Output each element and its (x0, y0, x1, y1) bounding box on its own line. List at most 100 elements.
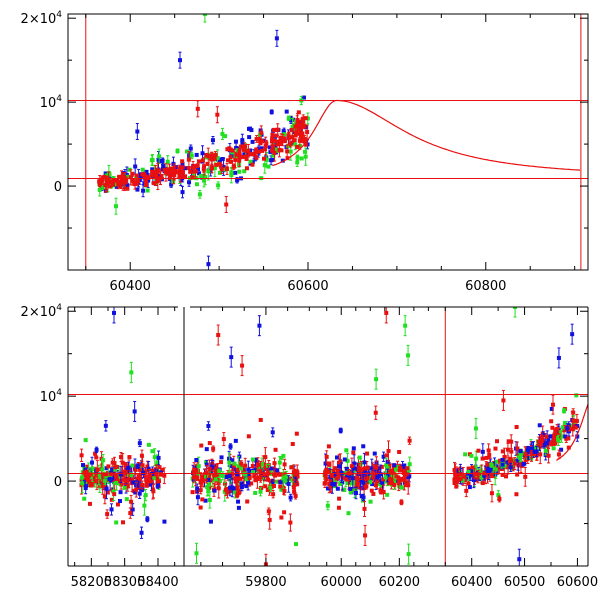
data-point (146, 442, 151, 447)
data-point (570, 332, 575, 337)
data-point (302, 137, 307, 142)
data-point (173, 169, 178, 174)
data-point (232, 490, 237, 495)
data-point (278, 484, 283, 489)
data-point (403, 480, 408, 485)
data-point (462, 474, 467, 479)
data-point (518, 449, 523, 454)
data-point (143, 469, 148, 474)
data-point (156, 481, 160, 486)
data-point (502, 463, 507, 468)
data-point (514, 492, 519, 497)
data-point (200, 474, 205, 479)
data-point (120, 177, 125, 182)
data-point (250, 464, 255, 469)
data-point (205, 161, 210, 166)
x-tick-label: 60500 (504, 575, 545, 590)
data-point (546, 437, 551, 442)
data-point (100, 184, 105, 189)
data-point (485, 472, 490, 477)
data-point (90, 460, 95, 465)
data-point (88, 472, 93, 477)
data-point (304, 125, 309, 130)
x-tick-label: 59800 (245, 575, 286, 590)
data-point (194, 551, 199, 556)
data-point (495, 439, 500, 444)
data-point (332, 482, 337, 487)
data-point (327, 462, 332, 467)
data-point (237, 489, 242, 494)
data-point (209, 464, 214, 469)
data-point (165, 159, 170, 164)
data-point (377, 479, 382, 484)
data-point (101, 458, 106, 463)
data-point (176, 170, 181, 175)
data-point (295, 144, 300, 149)
data-point (496, 493, 501, 498)
data-point (294, 130, 299, 135)
data-point (87, 480, 92, 485)
data-point (229, 463, 234, 468)
data-point (542, 443, 547, 448)
data-point (466, 481, 471, 486)
data-point (112, 492, 117, 497)
data-point (300, 131, 305, 136)
data-point (371, 475, 376, 480)
data-point (243, 463, 248, 468)
data-point (358, 461, 363, 466)
data-point (235, 472, 240, 477)
data-point (213, 477, 218, 482)
data-point (291, 470, 296, 475)
data-point (559, 447, 564, 452)
data-point (392, 483, 397, 488)
data-point (509, 449, 514, 454)
data-point (151, 181, 156, 186)
data-point (203, 174, 208, 179)
data-point (225, 490, 230, 495)
data-point (365, 476, 370, 481)
data-point (115, 502, 120, 507)
data-point (97, 187, 102, 192)
data-point (84, 469, 89, 474)
data-point (213, 469, 218, 474)
data-point (96, 472, 101, 477)
data-point (405, 466, 410, 471)
data-point (169, 166, 174, 171)
data-point (107, 477, 112, 482)
data-point (325, 486, 330, 491)
data-point (292, 476, 297, 481)
data-point (162, 519, 167, 524)
data-point (227, 474, 232, 479)
data-point (373, 410, 378, 415)
data-point (402, 463, 407, 468)
data-point (278, 141, 283, 146)
data-point (480, 456, 485, 461)
data-point (275, 468, 280, 473)
data-point (288, 520, 293, 525)
data-point (514, 458, 519, 463)
data-point (221, 164, 226, 169)
data-point (270, 139, 275, 144)
data-point (118, 479, 123, 484)
data-point (87, 501, 92, 506)
data-point (253, 478, 258, 483)
data-point (219, 167, 224, 172)
data-point (521, 462, 526, 467)
data-point (253, 467, 258, 472)
data-point (248, 159, 253, 164)
data-point (202, 178, 207, 183)
data-point (254, 147, 259, 152)
data-point (284, 474, 289, 479)
data-point (99, 178, 104, 183)
data-point (133, 164, 138, 169)
data-point (350, 476, 355, 481)
data-point (258, 489, 263, 494)
data-point (131, 480, 136, 485)
data-point (334, 476, 339, 481)
data-point (211, 446, 216, 451)
data-point (233, 476, 238, 481)
data-point (128, 175, 133, 180)
data-point (120, 460, 125, 465)
data-point (345, 458, 350, 463)
data-point (200, 151, 205, 156)
